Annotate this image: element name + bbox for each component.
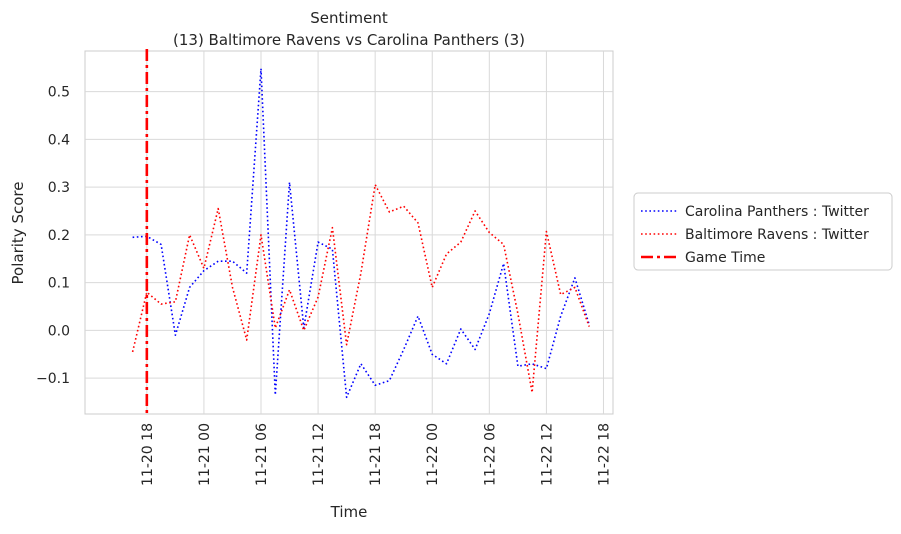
y-tick-label: 0.1: [48, 276, 70, 292]
x-tick-label: 11-22 18: [596, 423, 612, 486]
series-line-carolina: [132, 67, 590, 399]
y-axis-label: Polarity Score: [9, 182, 27, 285]
chart-subtitle: (13) Baltimore Ravens vs Carolina Panthe…: [173, 31, 525, 49]
x-tick-label: 11-21 12: [311, 423, 327, 486]
y-gridlines: [85, 91, 613, 379]
y-tick-label: 0.2: [48, 228, 70, 244]
legend-label-game-time: Game Time: [685, 250, 765, 266]
y-tick-label: −0.1: [36, 371, 70, 387]
x-tick-labels: 11-20 18 11-21 00 11-21 06 11-21 12 11-21 18…: [140, 423, 613, 486]
x-axis-label: Time: [330, 503, 368, 521]
x-tick-label: 11-22 12: [539, 423, 555, 486]
x-tick-label: 11-22 00: [425, 423, 441, 486]
legend-box: [633, 192, 893, 271]
x-tick-label: 11-20 18: [140, 423, 156, 486]
chart-title: Sentiment: [310, 9, 388, 27]
x-tick-label: 11-21 06: [254, 423, 270, 486]
series-lines: [131, 49, 590, 414]
legend-label-carolina: Carolina Panthers : Twitter: [685, 204, 869, 220]
legend-label-baltimore: Baltimore Ravens : Twitter: [685, 227, 869, 243]
legend: Carolina Panthers : Twitter Baltimore Ra…: [633, 192, 893, 271]
x-tick-label: 11-21 00: [197, 423, 213, 486]
x-tick-label: 11-21 18: [368, 423, 384, 486]
plot-area: [84, 50, 614, 415]
x-tick-label: 11-22 06: [482, 423, 498, 486]
y-tick-label: 0.5: [48, 85, 70, 101]
series-line-baltimore: [131, 183, 590, 394]
x-gridlines: [146, 51, 604, 414]
y-tick-label: 0.3: [48, 180, 70, 196]
y-tick-label: 0.4: [48, 132, 70, 148]
y-tick-labels: −0.1 0.0 0.1 0.2 0.3 0.4 0.5: [36, 85, 70, 388]
y-tick-label: 0.0: [48, 323, 70, 339]
